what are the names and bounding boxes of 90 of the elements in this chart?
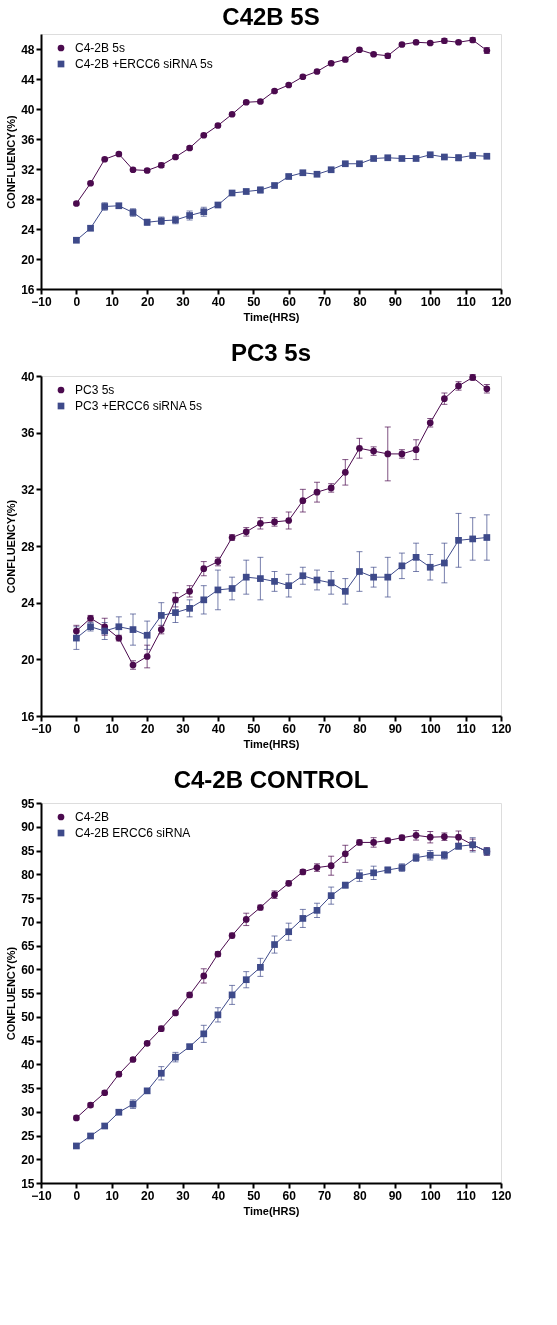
x-tick-label: 60: [282, 294, 297, 309]
x-tick-label: 20: [140, 721, 155, 736]
x-tick-label: 70: [317, 294, 332, 309]
x-tick-label: 0: [73, 721, 81, 736]
y-tick-label: 32: [21, 162, 35, 177]
x-tick-label: 10: [105, 294, 120, 309]
y-tick-label: 70: [21, 915, 35, 930]
y-tick-label: 40: [21, 369, 35, 384]
x-tick-label: 90: [388, 294, 403, 309]
x-tick-label: 110: [456, 1188, 477, 1203]
y-tick-label: 80: [21, 867, 35, 882]
x-tick-label: 70: [317, 1188, 332, 1203]
x-tick-label: 0: [73, 294, 81, 309]
x-tick-label: 40: [211, 1188, 226, 1203]
y-axis-title: CONFLUENCY(%): [5, 499, 18, 594]
x-tick-label: 30: [176, 1188, 191, 1203]
y-tick-label: 65: [21, 939, 35, 953]
x-tick-label: 110: [456, 721, 477, 736]
y-tick-label: 32: [21, 482, 35, 497]
y-tick-label: 20: [21, 252, 35, 267]
legend-label: C4-2B 5s: [75, 41, 126, 55]
y-tick-label: 75: [21, 891, 35, 906]
y-tick-label: 60: [21, 962, 35, 977]
x-tick-label: 0: [73, 1188, 81, 1203]
x-tick-label: 60: [282, 721, 297, 736]
y-tick-label: 15: [21, 1176, 35, 1191]
x-tick-label: 40: [211, 294, 226, 309]
y-axis-title: CONFLUENCY(%): [5, 946, 18, 1041]
y-tick-label: 25: [21, 1129, 35, 1143]
x-tick-label: 90: [388, 1188, 403, 1203]
y-tick-label: 20: [21, 1152, 35, 1167]
y-tick-label: 36: [21, 426, 35, 441]
y-tick-label: 28: [21, 192, 35, 207]
x-tick-label: 20: [140, 294, 155, 309]
legend-label: PC3 5s: [75, 383, 115, 397]
legend-label: C4-2B: [75, 810, 110, 824]
x-tick-label: 70: [317, 721, 332, 736]
y-tick-label: 85: [21, 844, 35, 858]
y-tick-label: 55: [21, 986, 35, 1001]
x-tick-label: 60: [282, 1188, 297, 1203]
y-tick-label: 90: [21, 820, 35, 835]
x-tick-label: 30: [176, 294, 191, 309]
y-tick-label: 45: [21, 1034, 35, 1048]
x-tick-label: 110: [456, 294, 477, 309]
x-tick-label: −10: [31, 1188, 52, 1203]
x-tick-label: 10: [105, 721, 120, 736]
y-tick-label: 48: [21, 42, 35, 57]
y-tick-label: 30: [21, 1105, 35, 1120]
y-tick-label: 36: [21, 132, 35, 147]
x-tick-label: 100: [420, 1188, 442, 1203]
y-tick-label: 16: [21, 282, 35, 297]
x-tick-label: 50: [247, 721, 261, 736]
x-axis-title: Time(HRS): [243, 310, 300, 323]
x-tick-label: 30: [176, 721, 191, 736]
y-tick-label: 35: [21, 1081, 35, 1096]
x-tick-label: 10: [105, 1188, 120, 1203]
legend-label: C4-2B +ERCC6 siRNA 5s: [75, 57, 213, 71]
x-tick-label: 80: [353, 1188, 367, 1203]
y-tick-label: 24: [21, 596, 35, 611]
x-tick-label: −10: [31, 721, 52, 736]
legend-label: C4-2B ERCC6 siRNA: [75, 826, 191, 840]
x-axis-title: Time(HRS): [243, 1204, 300, 1217]
y-axis-title: CONFLUENCY(%): [5, 114, 18, 209]
x-tick-label: 120: [491, 294, 512, 309]
x-tick-label: 100: [420, 294, 442, 309]
x-axis-title: Time(HRS): [243, 737, 300, 750]
x-tick-label: 100: [420, 721, 442, 736]
x-tick-label: 80: [353, 294, 367, 309]
x-tick-label: 50: [247, 1188, 261, 1203]
x-tick-label: 120: [491, 1188, 512, 1203]
x-tick-label: 90: [388, 721, 403, 736]
y-tick-label: 44: [21, 72, 35, 87]
x-tick-label: 20: [140, 1188, 155, 1203]
y-tick-label: 16: [21, 709, 35, 724]
y-tick-label: 20: [21, 652, 35, 667]
x-tick-label: 80: [353, 721, 367, 736]
chart-title: C42B 5S: [222, 3, 320, 30]
x-tick-label: 50: [247, 294, 261, 309]
x-tick-label: 120: [491, 721, 512, 736]
y-tick-label: 95: [21, 796, 35, 811]
y-tick-label: 40: [21, 102, 35, 117]
y-tick-label: 50: [21, 1010, 35, 1025]
chart-title: PC3 5s: [230, 339, 312, 366]
x-tick-label: −10: [31, 294, 52, 309]
chart-title: C4-2B CONTROL: [173, 766, 369, 793]
y-tick-label: 28: [21, 539, 35, 554]
x-tick-label: 40: [211, 721, 226, 736]
y-tick-label: 40: [21, 1057, 35, 1072]
legend-label: PC3 +ERCC6 siRNA 5s: [75, 399, 203, 413]
y-tick-label: 24: [21, 222, 35, 237]
